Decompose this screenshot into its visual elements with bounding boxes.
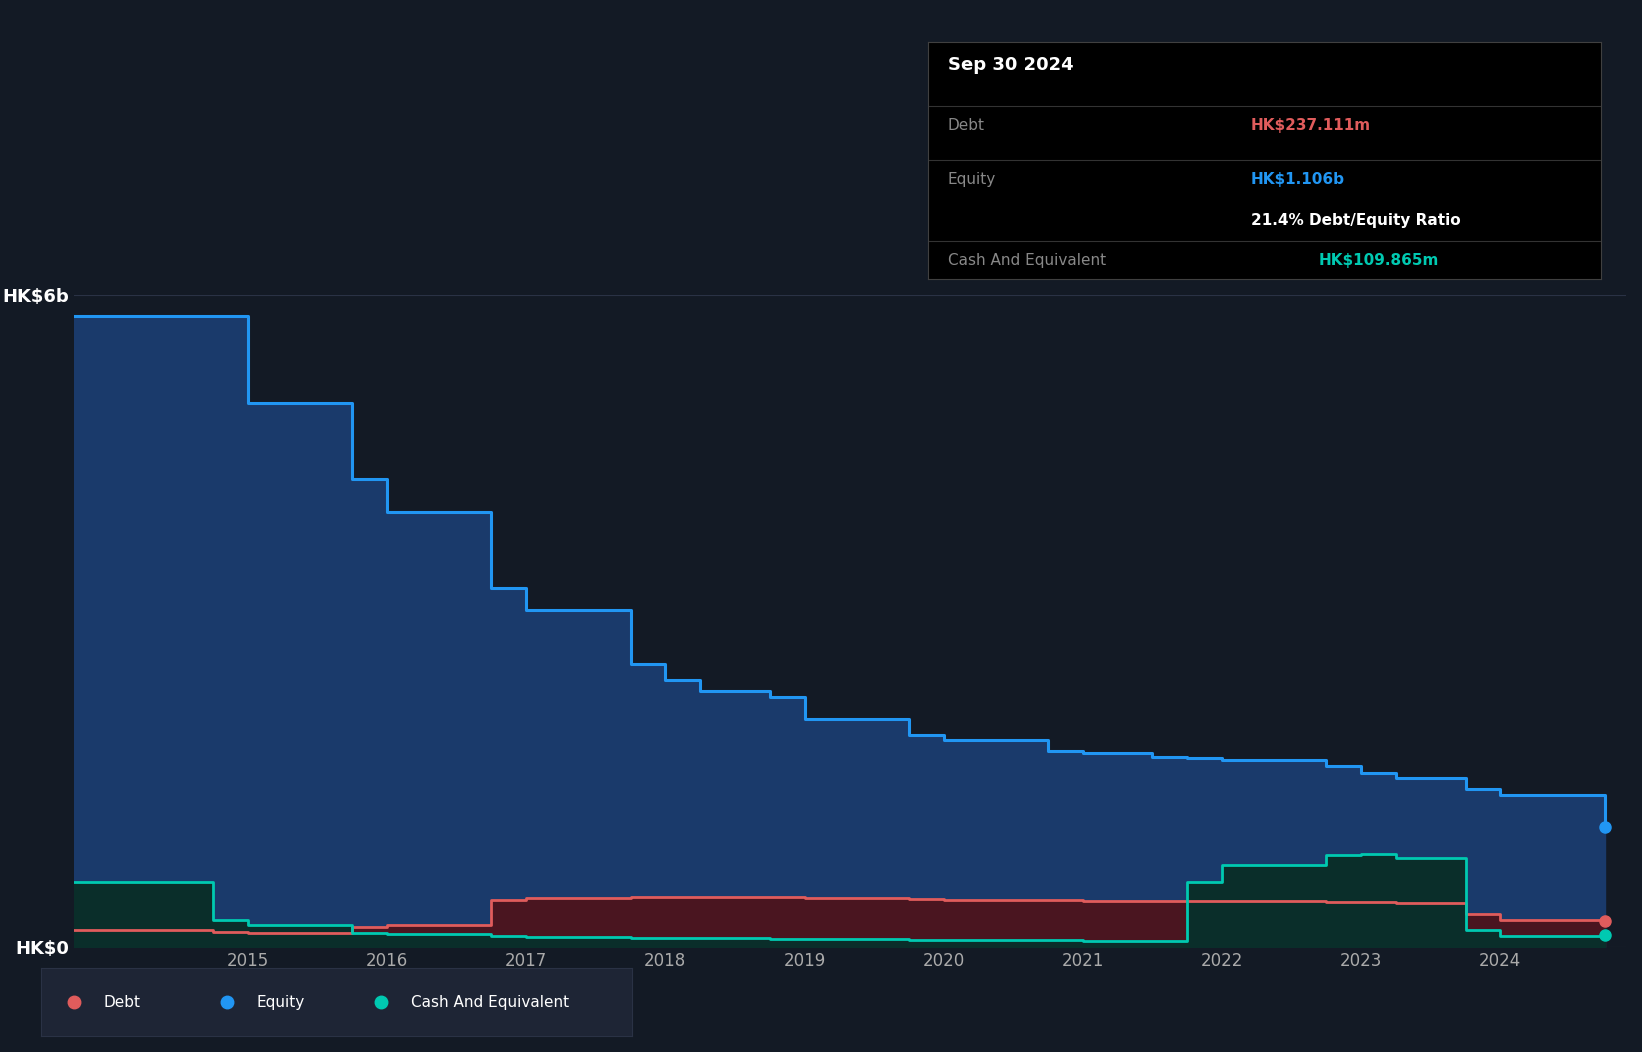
Text: Cash And Equivalent: Cash And Equivalent (410, 994, 568, 1010)
Text: Debt: Debt (947, 118, 985, 133)
Text: Equity: Equity (947, 173, 997, 187)
Text: Sep 30 2024: Sep 30 2024 (947, 56, 1074, 75)
Text: Equity: Equity (256, 994, 305, 1010)
Text: Cash And Equivalent: Cash And Equivalent (947, 252, 1107, 268)
Text: HK$237.111m: HK$237.111m (1251, 118, 1371, 133)
Text: 21.4% Debt/Equity Ratio: 21.4% Debt/Equity Ratio (1251, 213, 1460, 227)
Text: HK$1.106b: HK$1.106b (1251, 173, 1345, 187)
Text: Debt: Debt (103, 994, 140, 1010)
Text: HK$109.865m: HK$109.865m (1319, 252, 1438, 268)
